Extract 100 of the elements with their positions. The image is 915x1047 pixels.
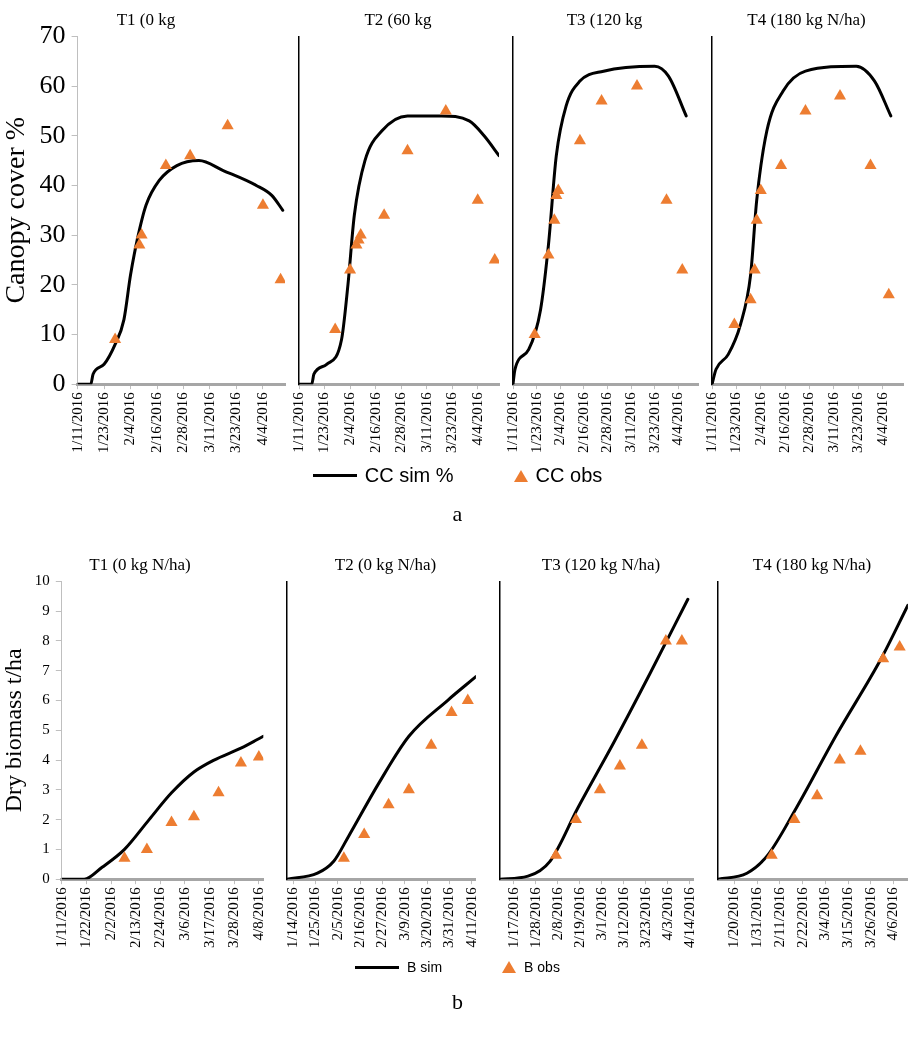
- point: [754, 183, 767, 194]
- point: [256, 198, 269, 209]
- x-tick-label: 3/23/2016: [849, 391, 866, 454]
- x-tick-label: 2/16/2016: [147, 391, 164, 454]
- x-tick-label: 2/16/2016: [366, 391, 383, 454]
- x-tick-label: 3/23/2016: [227, 391, 244, 454]
- legend-label: B sim: [407, 959, 443, 975]
- y-tick-label: 3: [42, 780, 50, 797]
- x-tick-label: 3/28/2016: [225, 886, 242, 949]
- y-tick-label: 2: [42, 810, 50, 827]
- point: [337, 851, 350, 862]
- point: [274, 272, 285, 284]
- point: [212, 785, 225, 797]
- point: [765, 848, 778, 859]
- x-tick-label: 4/11/2016: [462, 886, 479, 948]
- point: [344, 262, 357, 274]
- point: [854, 744, 867, 755]
- x-tick-label: 3/11/2016: [200, 391, 217, 453]
- point: [401, 143, 414, 155]
- y-tick-label: 7: [42, 661, 51, 678]
- point: [133, 238, 146, 249]
- x-tick-label: 3/23/2016: [645, 391, 662, 454]
- point: [159, 158, 172, 170]
- line-series: [61, 734, 264, 880]
- point: [402, 782, 415, 794]
- x-tick-label: 3/11/2016: [417, 391, 434, 453]
- point: [425, 738, 438, 749]
- chart-title: T4 (180 kg N/ha): [747, 9, 866, 29]
- point: [165, 815, 178, 827]
- point: [548, 213, 561, 224]
- x-tick-label: 3/1/2016: [592, 886, 609, 941]
- chart-title: T3 (120 kg N/ha): [541, 554, 661, 574]
- x-tick-label: 1/23/2016: [527, 391, 544, 454]
- point: [354, 228, 367, 239]
- point: [382, 797, 395, 809]
- point: [109, 332, 122, 343]
- point: [750, 213, 763, 224]
- point: [552, 183, 565, 194]
- x-tick-label: 1/20/2016: [725, 886, 742, 949]
- chart-title: T3 (120 kg: [566, 9, 643, 29]
- point: [140, 842, 153, 853]
- point: [573, 133, 586, 145]
- point: [184, 148, 197, 160]
- x-tick-label: 1/11/2016: [52, 886, 69, 948]
- y-tick-label: 40: [39, 169, 66, 199]
- x-tick-label: 4/4/2016: [669, 391, 686, 446]
- point: [252, 750, 264, 761]
- x-tick-label: 3/31/2016: [440, 886, 457, 949]
- point: [788, 812, 801, 824]
- point: [635, 738, 648, 749]
- x-tick-label: 4/4/2016: [873, 391, 890, 446]
- y-tick-label: 10: [39, 318, 66, 348]
- x-tick-label: 3/11/2016: [824, 391, 841, 453]
- x-tick-label: 2/2/2016: [102, 886, 118, 941]
- x-tick-label: 3/23/2016: [636, 886, 653, 949]
- y-tick-label: 60: [39, 69, 66, 99]
- point: [833, 89, 847, 100]
- point: [728, 317, 741, 329]
- point: [221, 118, 234, 130]
- point: [445, 705, 458, 716]
- point: [358, 827, 371, 838]
- point: [187, 809, 200, 821]
- x-tick-label: 2/4/2016: [121, 391, 138, 446]
- point: [378, 208, 391, 219]
- x-tick-label: 3/20/2016: [418, 886, 435, 949]
- x-tick-label: 3/11/2016: [622, 391, 639, 453]
- x-tick-label: 2/16/2016: [776, 391, 793, 454]
- point: [630, 79, 644, 90]
- x-tick-label: 2/16/2016: [351, 886, 368, 949]
- y-tick-label: 5: [42, 721, 50, 738]
- point: [135, 228, 148, 239]
- point: [329, 322, 342, 334]
- x-tick-label: 2/5/2016: [328, 886, 345, 941]
- x-tick-label: 1/23/2016: [315, 391, 332, 454]
- text: a: [451, 501, 464, 527]
- y-tick-label: 9: [42, 602, 50, 619]
- point: [882, 287, 895, 299]
- point: [528, 327, 541, 338]
- point: [613, 759, 626, 770]
- point: [234, 756, 247, 767]
- x-tick-label: 1/11/2016: [503, 391, 520, 453]
- x-tick-label: 1/11/2016: [289, 391, 306, 453]
- x-tick-label: 4/14/2016: [680, 886, 697, 949]
- x-tick-label: 3/12/2016: [614, 886, 631, 949]
- y-axis-title: Dry biomass t/ha: [0, 647, 26, 813]
- point: [799, 103, 812, 115]
- y-tick-label: 0: [52, 367, 66, 397]
- y-tick-label: 30: [39, 218, 66, 248]
- y-tick-label: 1: [42, 840, 50, 857]
- x-tick-label: 3/6/2016: [175, 886, 192, 941]
- x-tick-label: 1/31/2016: [748, 886, 765, 949]
- point: [549, 848, 563, 859]
- y-tick-label: 0: [42, 870, 50, 887]
- x-tick-label: 1/11/2016: [68, 391, 85, 453]
- x-tick-label: 1/17/2016: [504, 886, 521, 949]
- x-tick-label: 4/6/2016: [884, 886, 901, 941]
- legend-label: B obs: [524, 959, 560, 975]
- point: [893, 639, 906, 651]
- x-tick-label: 1/23/2016: [727, 391, 744, 454]
- y-tick-label: 20: [39, 268, 66, 298]
